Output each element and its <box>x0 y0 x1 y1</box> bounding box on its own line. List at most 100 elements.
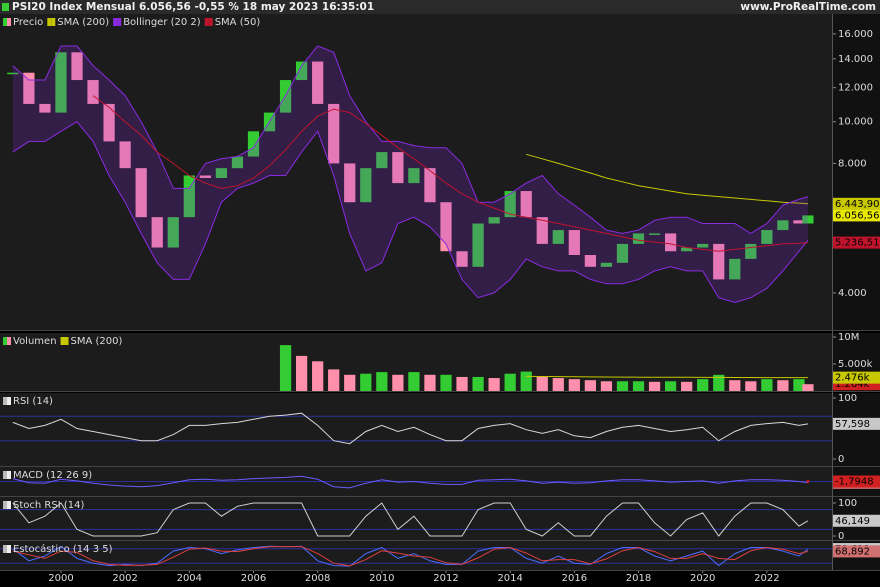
value-label-box <box>833 417 880 430</box>
bar <box>761 379 773 391</box>
value-label: 6.443,90 <box>835 199 880 210</box>
candle <box>536 217 548 244</box>
bar <box>488 378 500 391</box>
legend-label: Precio <box>13 17 43 28</box>
legend-label: Bollinger (20 2) <box>123 17 201 28</box>
candle <box>440 202 452 252</box>
candle <box>39 103 51 113</box>
candle <box>7 72 19 75</box>
y-tick-label: 10.000 <box>838 117 873 128</box>
site: www.ProRealTime.com <box>740 1 876 13</box>
value-label-box <box>833 545 880 558</box>
candle <box>87 80 99 104</box>
line <box>12 45 809 234</box>
y-tick-label: 0 <box>838 454 844 465</box>
candle <box>424 168 436 203</box>
bar <box>424 374 436 391</box>
candle <box>777 220 789 231</box>
legend-swatch <box>3 471 7 479</box>
value-label-box <box>833 209 880 222</box>
legend-swatch <box>7 471 11 479</box>
candle <box>135 168 147 218</box>
candle <box>713 243 725 280</box>
candle <box>231 156 244 169</box>
candle <box>793 220 805 224</box>
legend-label: SMA (200) <box>71 336 123 347</box>
y-tick-label: 12.000 <box>838 83 873 94</box>
candle <box>488 217 500 224</box>
bar <box>568 379 580 391</box>
value-label-box <box>833 514 880 527</box>
legend-swatch <box>47 18 52 26</box>
x-tick-label: 2012 <box>433 573 458 584</box>
candle <box>697 243 709 248</box>
candle <box>456 251 468 267</box>
y-tick-label: 16.000 <box>838 29 873 40</box>
bar <box>777 380 789 391</box>
legend-swatch <box>117 18 122 26</box>
legend-swatch <box>3 545 7 553</box>
value-label: 46,149 <box>835 516 870 527</box>
candle <box>392 152 404 184</box>
legend-swatch <box>208 18 213 26</box>
bar <box>536 376 548 391</box>
legend-swatch <box>7 545 11 553</box>
x-tick-label: 2016 <box>562 573 587 584</box>
line <box>12 502 809 537</box>
value-label: 68,892 <box>835 546 870 557</box>
x-tick-label: 2004 <box>177 573 202 584</box>
bar <box>681 381 693 391</box>
legend-swatch <box>3 501 7 509</box>
y-tick-label: 10M <box>838 332 859 343</box>
candle <box>729 258 741 280</box>
candle <box>681 247 693 252</box>
x-tick-label: 2008 <box>305 573 330 584</box>
value-label-box <box>833 371 880 384</box>
bar <box>648 381 661 391</box>
y-tick-label: 100 <box>838 393 857 404</box>
bar <box>504 373 516 391</box>
bar <box>793 379 805 391</box>
bar <box>584 380 597 391</box>
bar <box>456 376 468 391</box>
header-title: PSI20 Index Mensual 6.056,56 -0,55 % 18 … <box>12 1 374 13</box>
candle <box>151 217 163 248</box>
x-tick-label: 2018 <box>626 573 651 584</box>
bar <box>392 374 404 391</box>
band-fill <box>12 46 808 303</box>
legend-swatch <box>51 18 56 26</box>
line <box>12 475 808 489</box>
candle <box>408 168 420 184</box>
y-tick-label: 8.000 <box>838 158 867 169</box>
legend-swatch <box>3 337 7 345</box>
x-tick-label: 2000 <box>48 573 73 584</box>
y-tick-label: 0 <box>838 531 844 542</box>
candle <box>23 72 35 104</box>
candle <box>745 243 757 259</box>
legend-swatch <box>7 397 11 405</box>
x-tick-label: 2006 <box>241 573 266 584</box>
candle <box>600 262 613 267</box>
legend-swatch <box>7 337 11 345</box>
x-tick-label: 2020 <box>690 573 715 584</box>
bar <box>344 374 356 391</box>
line <box>526 375 808 379</box>
x-tick-label: 2022 <box>754 573 779 584</box>
candle <box>344 163 356 203</box>
candle <box>312 61 324 104</box>
candle <box>215 168 228 178</box>
candle <box>552 230 564 244</box>
value-label-box <box>833 197 880 210</box>
bar <box>729 380 741 391</box>
line <box>526 153 808 205</box>
legend-label: SMA (50) <box>215 17 261 28</box>
candle <box>584 255 597 267</box>
candle <box>761 230 773 244</box>
candle <box>648 233 661 235</box>
axis-panel <box>832 14 880 330</box>
x-tick-label: 2002 <box>112 573 137 584</box>
legend-label: MACD (12 26 9) <box>13 470 92 481</box>
legend-swatch <box>204 18 209 26</box>
legend-swatch <box>113 18 118 26</box>
candle <box>472 223 484 267</box>
